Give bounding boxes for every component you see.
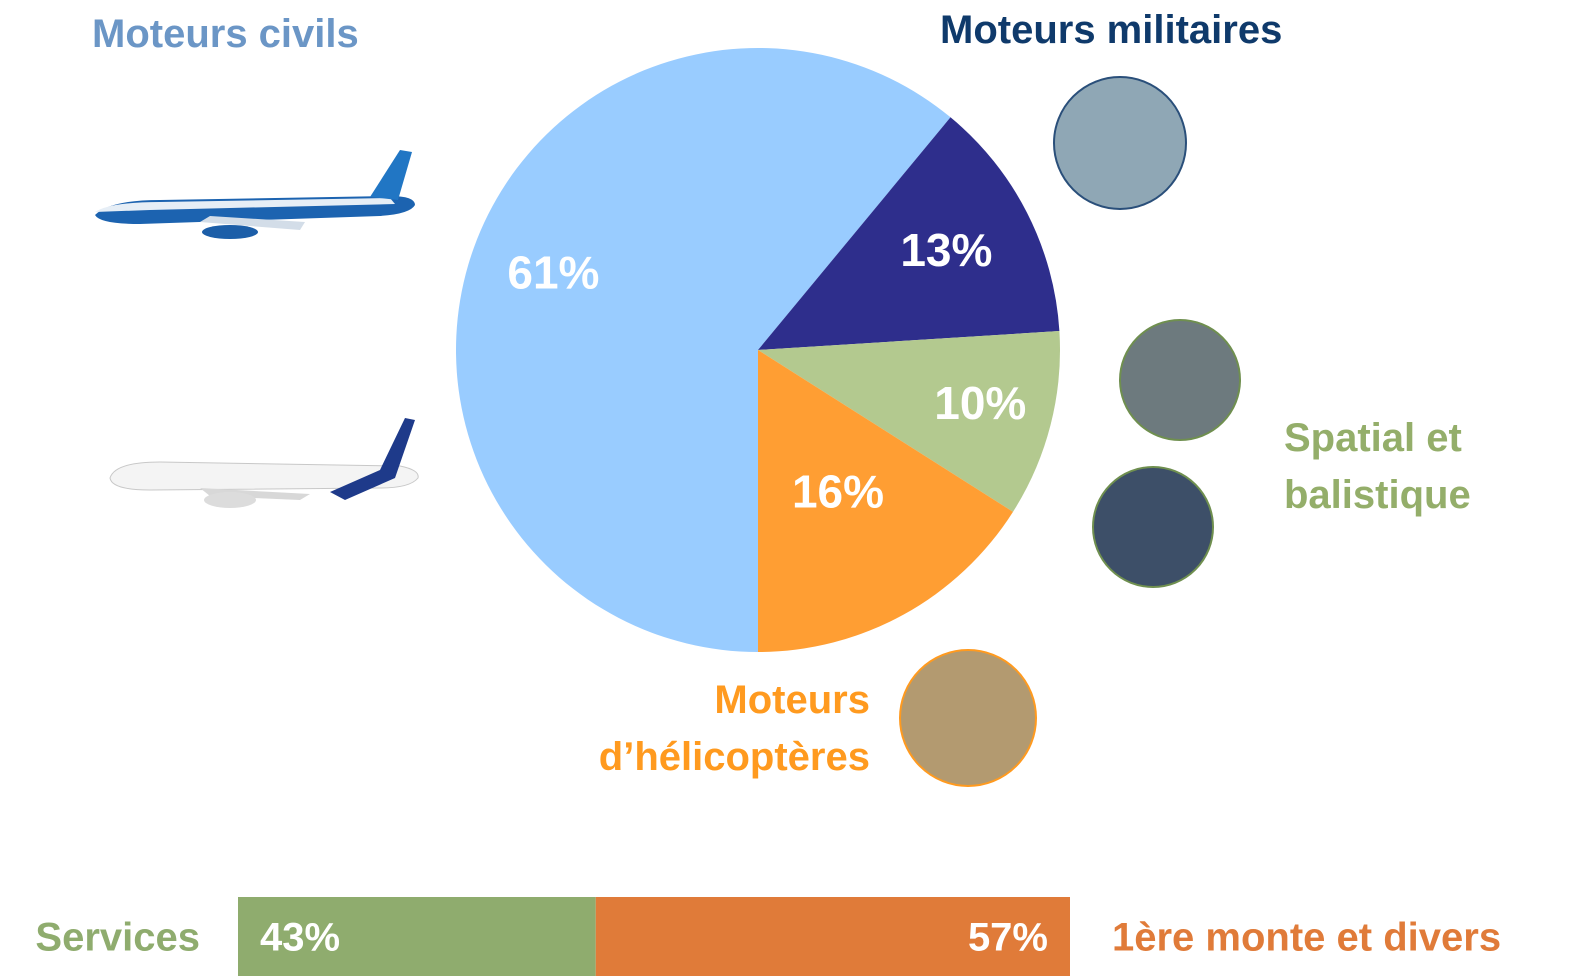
icon-helicopter	[899, 649, 1037, 787]
plane-a320	[109, 418, 419, 508]
bar-segment	[595, 897, 1070, 976]
icon-rocket	[1092, 466, 1214, 588]
category-label: Moteurs d’hélicoptères	[598, 678, 870, 779]
series-label: 1ère monte et divers	[1112, 916, 1501, 960]
category-label: Moteurs militaires	[940, 8, 1283, 52]
plane-737	[95, 150, 415, 239]
pie-slice	[758, 117, 1060, 351]
category-label: Moteurs civils	[92, 12, 359, 56]
icon-military	[1053, 76, 1187, 210]
pie-slice	[758, 331, 1060, 512]
slice-label: 16%	[792, 466, 884, 518]
slice-label: 13%	[900, 224, 992, 276]
icon-missile	[1119, 319, 1241, 441]
bar-value-label: 57%	[968, 916, 1048, 960]
bar-segment	[238, 897, 596, 976]
bar-value-label: 43%	[260, 916, 340, 960]
pie-slice	[758, 350, 1013, 652]
series-label: Services	[35, 916, 200, 960]
pie-slice	[456, 47, 951, 653]
category-label: Spatial et balistique	[1284, 416, 1471, 517]
slice-label: 61%	[507, 247, 599, 299]
slice-label: 10%	[934, 377, 1026, 429]
